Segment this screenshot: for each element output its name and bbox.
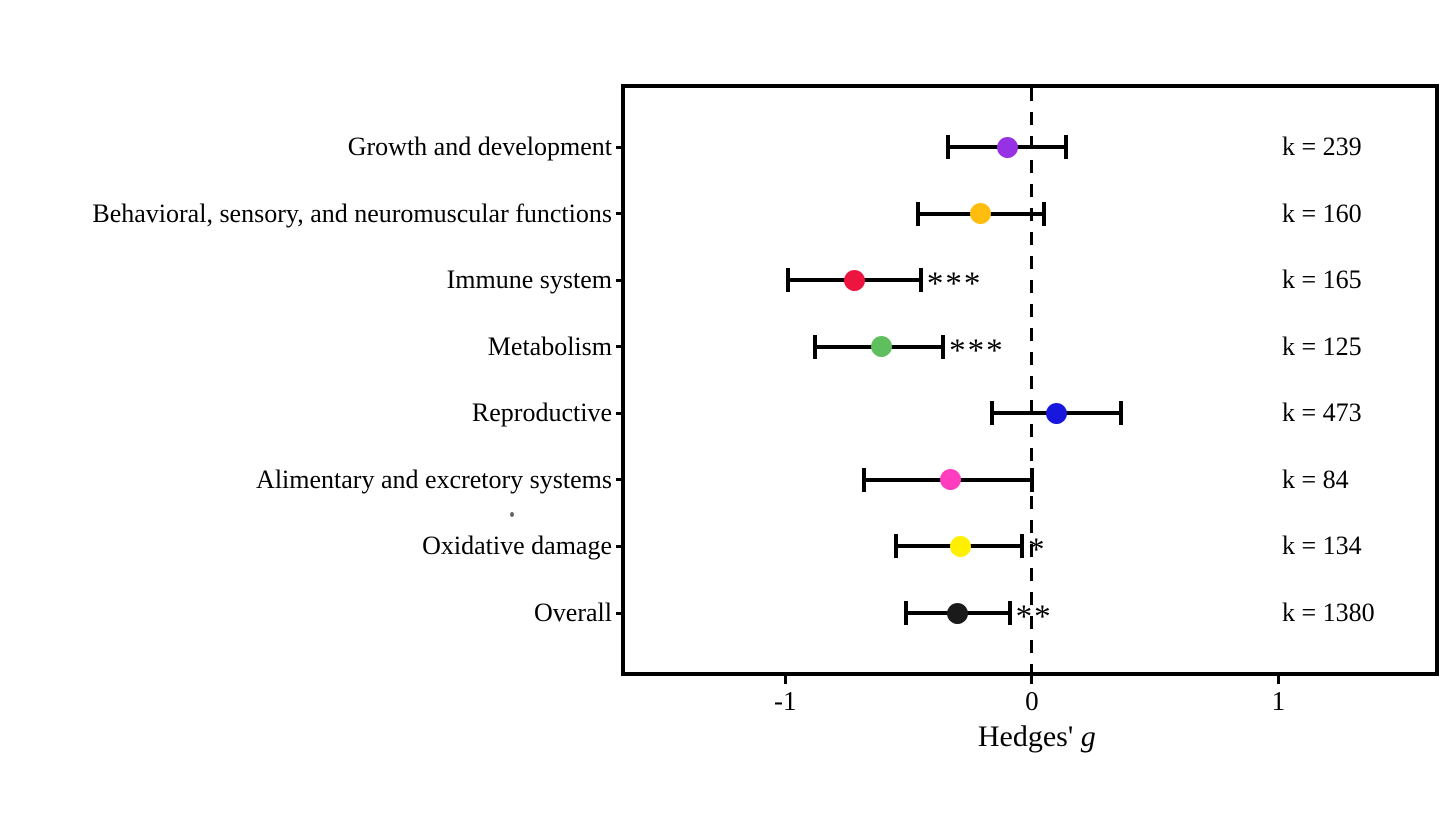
category-label: Immune system <box>446 265 612 295</box>
effect-size-marker <box>870 336 892 358</box>
x-tick <box>1276 676 1280 684</box>
y-tick <box>616 544 625 548</box>
y-tick <box>616 212 625 216</box>
significance-stars: ** <box>1015 599 1053 635</box>
x-axis-label-text: Hedges' <box>977 720 1081 753</box>
x-tick-label: -1 <box>774 686 797 716</box>
k-count-label: k = 473 <box>1282 398 1362 428</box>
category-label: Behavioral, sensory, and neuromuscular f… <box>92 198 612 228</box>
significance-stars: * <box>1027 532 1047 569</box>
error-bar-cap-left <box>916 201 921 226</box>
error-bar-cap-right <box>918 268 923 293</box>
effect-size-marker <box>949 535 971 557</box>
error-bar-cap-left <box>904 601 909 625</box>
significance-stars: *** <box>926 266 983 303</box>
error-bar-cap-right <box>1007 601 1012 625</box>
error-bar-cap-right <box>1064 135 1069 159</box>
k-count-label: k = 84 <box>1282 464 1349 494</box>
y-tick <box>616 345 625 349</box>
zero-reference-line <box>1030 88 1034 672</box>
x-axis-label: Hedges' g <box>907 722 1167 752</box>
effect-size-marker <box>947 602 969 624</box>
category-label: Metabolism <box>487 331 612 361</box>
effect-size-marker <box>1046 402 1067 424</box>
error-bar-cap-left <box>990 401 995 426</box>
error-bar-cap-left <box>862 467 867 492</box>
y-tick <box>616 411 625 415</box>
x-tick-label: 0 <box>1025 686 1039 716</box>
y-tick <box>616 145 625 149</box>
effect-size-marker <box>843 269 865 291</box>
x-tick-label: 1 <box>1271 686 1286 716</box>
category-label: Reproductive <box>471 398 612 428</box>
y-tick <box>616 478 625 482</box>
k-count-label: k = 125 <box>1282 331 1362 361</box>
x-tick <box>1030 676 1034 684</box>
category-label: Growth and development <box>347 132 612 161</box>
category-label: Alimentary and excretory systems <box>256 464 612 494</box>
error-bar-cap-right <box>1042 201 1047 226</box>
category-label: Overall <box>534 598 612 627</box>
error-bar-cap-right <box>941 334 946 359</box>
significance-stars: *** <box>949 332 1005 369</box>
error-bar-cap-left <box>785 268 790 293</box>
error-bar-cap-right <box>1019 534 1024 559</box>
y-tick <box>616 611 625 615</box>
x-tick <box>783 676 787 684</box>
error-bar-cap-right <box>1118 401 1123 426</box>
plot-area <box>621 84 1439 676</box>
k-count-label: k = 1380 <box>1282 598 1375 627</box>
error-bar-cap-left <box>812 334 817 359</box>
k-count-label: k = 239 <box>1282 132 1362 161</box>
error-bar-cap-left <box>946 135 950 159</box>
y-tick <box>616 278 625 282</box>
k-count-label: k = 134 <box>1282 531 1362 561</box>
k-count-label: k = 160 <box>1282 198 1362 228</box>
error-bar-cap-right <box>1029 467 1034 492</box>
speck-artifact <box>510 512 514 517</box>
k-count-label: k = 165 <box>1282 265 1362 295</box>
effect-size-marker <box>996 136 1018 158</box>
x-axis-label-italic-g: g <box>1080 720 1096 753</box>
error-bar-cap-left <box>894 534 899 559</box>
effect-size-marker <box>939 469 961 491</box>
effect-size-marker <box>969 203 991 225</box>
category-label: Oxidative damage <box>422 531 612 561</box>
